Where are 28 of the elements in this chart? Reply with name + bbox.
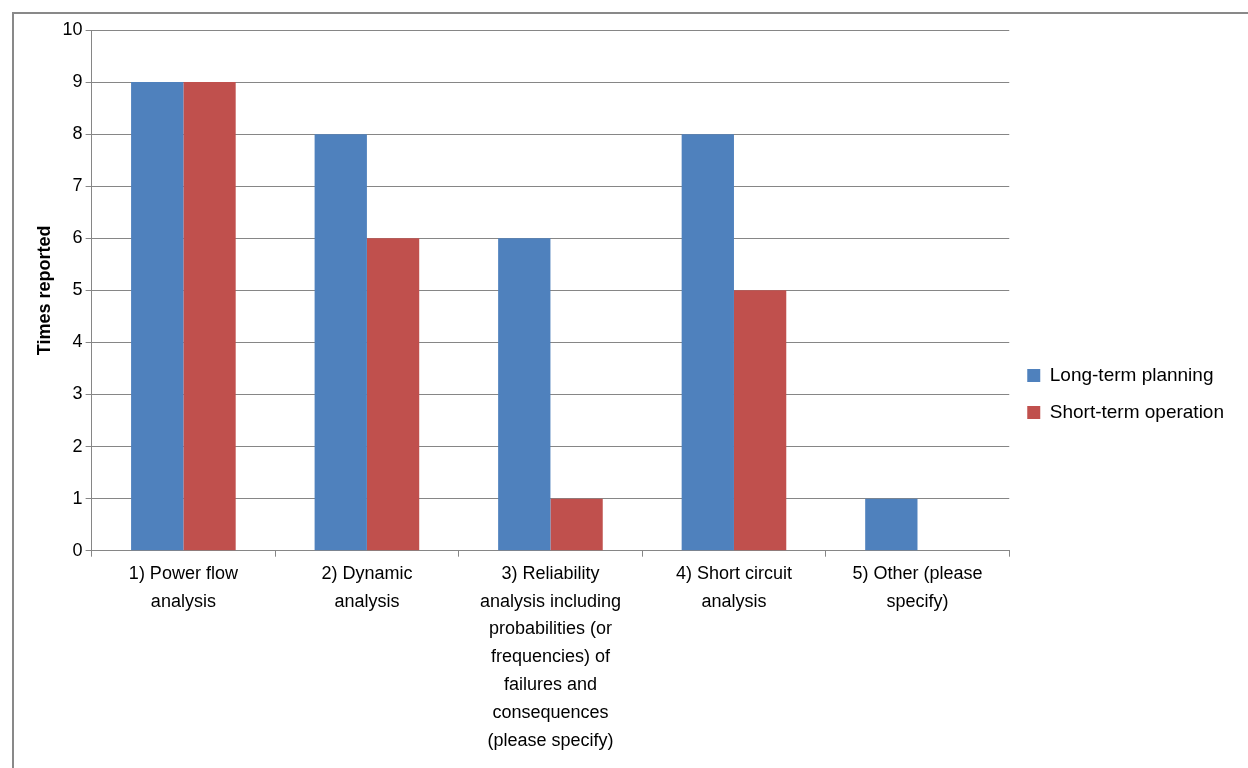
x-tick-label: 5) Other (please specify) — [852, 562, 983, 611]
y-tick-label: 2 — [72, 435, 83, 456]
bar — [366, 238, 420, 551]
bar — [314, 134, 367, 551]
y-tick-label: 1 — [72, 487, 83, 508]
y-tick-label: 7 — [72, 175, 83, 196]
y-tick-label: 6 — [72, 227, 83, 248]
bar — [865, 498, 918, 551]
legend-label: Long-term planning — [1049, 363, 1214, 385]
y-tick-label: 0 — [72, 539, 83, 560]
bar — [131, 82, 184, 551]
bar — [681, 134, 734, 551]
y-tick-label: 5 — [72, 279, 83, 300]
bar — [183, 82, 236, 551]
legend-label: Short-term operation — [1049, 400, 1224, 422]
bar — [550, 498, 603, 551]
x-tick-label: 3) Reliability analysis including probabilities (or frequencies) of failures and consequences (please specify) — [479, 562, 621, 751]
y-tick-label: 3 — [72, 383, 83, 404]
x-tick-label: 4) Short circuit analysis — [675, 562, 792, 611]
y-tick-label: 10 — [62, 18, 83, 39]
y-axis-title: Times reported — [33, 225, 54, 356]
x-tick-label: 2) Dynamic analysis — [321, 562, 413, 611]
bar — [498, 238, 551, 551]
bar — [733, 290, 787, 551]
y-tick-label: 4 — [72, 331, 83, 352]
x-tick-label: 1) Power flow analysis — [128, 562, 239, 611]
y-tick-label: 8 — [72, 123, 83, 144]
y-tick-label: 9 — [72, 71, 83, 92]
